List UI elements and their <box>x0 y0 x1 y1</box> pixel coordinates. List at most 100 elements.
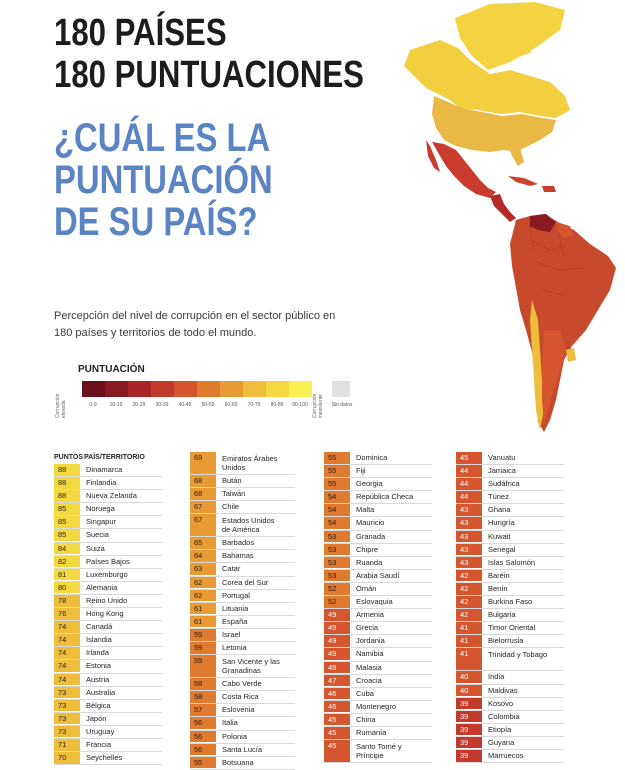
table-row: 81 Luxemburgo <box>54 568 162 582</box>
table-row: 39 Guyana <box>456 736 564 750</box>
score-column-3: 55 Dominica 55 Fiji 55 Georgia 54 República Che… <box>324 452 432 764</box>
table-row: 40 India <box>456 671 564 685</box>
country-name: Burkina Faso <box>488 597 533 607</box>
table-row: 73 Uruguay <box>54 725 162 739</box>
score-cell: 64 <box>190 550 216 562</box>
score-cell: 43 <box>456 517 482 530</box>
legend-range-label: 80-89 <box>270 402 284 408</box>
country-name: Arabia Saudí <box>356 570 400 580</box>
legend-swatch <box>105 381 128 397</box>
column-header: PUNTOSPAÍS/TERRITORIO <box>54 452 162 464</box>
score-cell: 59 <box>190 628 216 641</box>
country-name: Nueva Zelanda <box>86 491 137 501</box>
score-cell: 53 <box>324 543 350 556</box>
table-row: 57 Eslovenia <box>190 704 295 718</box>
score-cell: 67 <box>190 501 216 513</box>
score-cell: 39 <box>456 697 482 710</box>
table-row: 41 Timor Oriental <box>456 622 564 636</box>
legend-swatch <box>197 381 220 397</box>
country-name: Malta <box>356 505 375 515</box>
country-name: Armenia <box>356 610 384 620</box>
table-row: 68 Bután <box>190 475 295 489</box>
table-row: 62 Portugal <box>190 589 295 603</box>
country-name: Cuba <box>356 688 374 698</box>
score-cell: 74 <box>54 673 80 686</box>
score-cell: 85 <box>54 503 80 515</box>
country-name: Reino Unido <box>86 595 128 605</box>
table-row: 49 Grecia <box>324 622 432 636</box>
table-row: 61 España <box>190 615 295 629</box>
score-cell: 59 <box>190 655 216 677</box>
score-cell: 80 <box>54 581 80 594</box>
map-chile <box>530 300 544 430</box>
table-row: 40 Maldivas <box>456 684 564 698</box>
country-name: Colombia <box>488 711 520 721</box>
score-cell: 61 <box>190 602 216 615</box>
table-row: 54 Mauricio <box>324 517 432 531</box>
score-cell: 55 <box>324 465 350 477</box>
score-cell: 84 <box>54 542 80 555</box>
score-cell: 39 <box>456 723 482 736</box>
country-name: Dominica <box>356 453 388 462</box>
map-canada-islands <box>464 26 532 58</box>
country-name: Canadá <box>86 622 113 632</box>
table-row: 58 Cabo Verde <box>190 678 295 692</box>
table-row: 42 Burkina Faso <box>456 596 564 610</box>
table-row: 85 Noruega <box>54 503 162 517</box>
table-row: 46 Montenegro <box>324 700 432 714</box>
legend-range-label: 90-100 <box>292 402 308 408</box>
country-name: Timor Oriental <box>488 623 536 633</box>
score-cell: 54 <box>324 504 350 516</box>
score-cell: 49 <box>324 622 350 634</box>
map-baja <box>426 140 440 172</box>
legend-swatch <box>82 381 105 397</box>
score-cell: 39 <box>456 710 482 723</box>
table-row: 53 Chipre <box>324 543 432 557</box>
table-row: 39 Kosovo <box>456 697 564 711</box>
score-cell: 65 <box>190 537 216 549</box>
country-name: Italia <box>222 718 238 728</box>
score-cell: 55 <box>324 478 350 490</box>
country-name: Bélgica <box>86 700 111 710</box>
score-cell: 43 <box>456 543 482 556</box>
score-cell: 52 <box>324 596 350 608</box>
score-cell: 61 <box>190 615 216 628</box>
table-row: 39 Marruecos <box>456 749 564 764</box>
map-borders <box>529 225 583 297</box>
score-cell: 74 <box>54 660 80 672</box>
table-row: 67 Estados Unidos de América <box>190 514 295 538</box>
legend-range-label: 0-9 <box>89 402 97 408</box>
question-line-2: PUNTUACIÓN <box>54 158 273 202</box>
legend-swatch <box>243 381 266 397</box>
score-cell: 62 <box>190 576 216 589</box>
legend-range-label: 60-69 <box>224 402 238 408</box>
score-column-4: 45 Vanuatu 44 Jamaica 44 Sudáfrica 44 Túnez 43 Gh… <box>456 452 564 764</box>
country-name: Estados Unidos de América <box>222 516 275 535</box>
score-cell: 53 <box>324 569 350 582</box>
score-cell: 74 <box>54 621 80 633</box>
table-row: 74 Irlanda <box>54 647 162 661</box>
table-row: 88 Finlandia <box>54 477 162 491</box>
score-cell: 56 <box>190 717 216 729</box>
country-name: Alemania <box>86 582 118 592</box>
country-name: Países Bajos <box>86 556 130 566</box>
table-row: 64 Bahamas <box>190 550 295 564</box>
score-cell: 70 <box>54 752 80 764</box>
score-cell: 82 <box>54 555 80 568</box>
legend-no-data-swatch <box>332 381 350 397</box>
legend-range-label: 50-59 <box>201 402 215 408</box>
score-cell: 41 <box>456 648 482 670</box>
country-name: Irlanda <box>86 648 109 658</box>
table-row: 59 Israel <box>190 628 295 643</box>
table-row: 55 Dominica <box>324 452 432 466</box>
table-row: 88 Dinamarca <box>54 464 162 478</box>
country-name: Islas Salomón <box>488 557 536 567</box>
table-row: 47 Croacia <box>324 674 432 688</box>
score-cell: 59 <box>190 642 216 654</box>
score-cell: 39 <box>456 736 482 749</box>
score-cell: 67 <box>190 514 216 536</box>
score-cell: 42 <box>456 569 482 582</box>
country-name: Dinamarca <box>86 465 123 474</box>
score-cell: 88 <box>54 490 80 502</box>
country-name: Hong Kong <box>86 609 124 619</box>
